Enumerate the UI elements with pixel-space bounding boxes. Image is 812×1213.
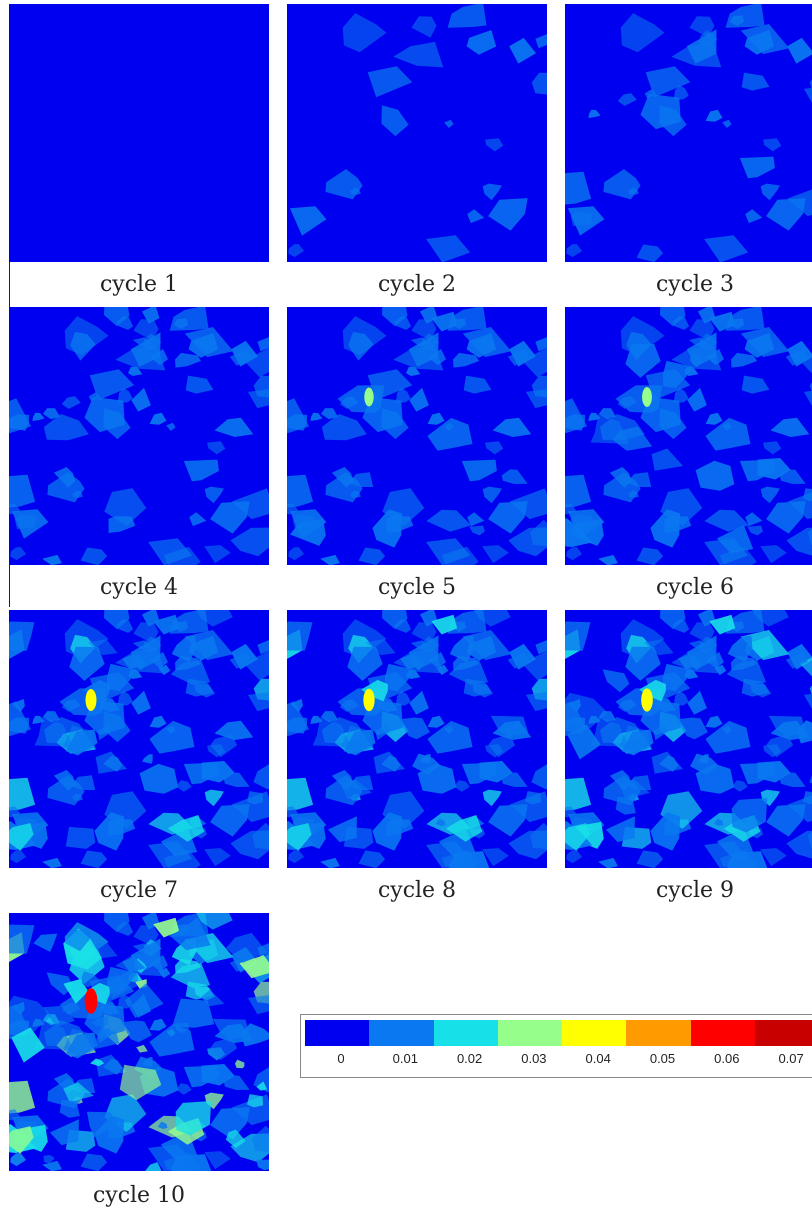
colorbar bbox=[305, 1020, 812, 1046]
colorbar-tick-label: 0.02 bbox=[456, 1051, 483, 1066]
left-border-line bbox=[9, 4, 10, 607]
colorbar-swatch bbox=[369, 1020, 434, 1046]
colorbar-tick-label: 0.07 bbox=[778, 1051, 804, 1066]
colorbar-tick-label: 0 bbox=[337, 1051, 345, 1066]
colorbar-tick-label: 0.04 bbox=[585, 1051, 611, 1066]
field-panel bbox=[9, 913, 269, 1171]
panel-caption: cycle 10 bbox=[92, 1183, 186, 1208]
panel-caption: cycle 2 bbox=[377, 272, 457, 297]
panel-caption: cycle 4 bbox=[99, 575, 179, 600]
field-panel bbox=[287, 307, 547, 565]
colorbar-swatch bbox=[626, 1020, 691, 1046]
field-panel bbox=[287, 610, 547, 868]
panel-caption: cycle 8 bbox=[377, 878, 457, 903]
field-panel bbox=[9, 610, 269, 868]
colorbar-tick-label: 0.06 bbox=[714, 1051, 740, 1066]
field-panel bbox=[287, 4, 547, 262]
colorbar-tick-label: 0.03 bbox=[521, 1051, 547, 1066]
panel-caption: cycle 5 bbox=[377, 575, 457, 600]
colorbar-swatch bbox=[755, 1020, 812, 1046]
colorbar-swatch bbox=[562, 1020, 627, 1046]
panel-caption: cycle 1 bbox=[99, 272, 179, 297]
panel-caption: cycle 3 bbox=[655, 272, 735, 297]
panel-caption: cycle 6 bbox=[655, 575, 735, 600]
field-panel bbox=[565, 610, 812, 868]
colorbar-tick-label: 0.01 bbox=[392, 1051, 418, 1066]
colorbar-swatch bbox=[497, 1020, 563, 1046]
field-panel bbox=[9, 307, 269, 565]
field-panel bbox=[9, 4, 269, 262]
panel-caption: cycle 9 bbox=[655, 878, 735, 903]
colorbar-swatch bbox=[305, 1020, 370, 1046]
colorbar-swatch bbox=[690, 1020, 756, 1046]
colorbar-tick-label: 0.05 bbox=[649, 1051, 676, 1066]
colorbar-legend: 0 0.01 0.02 0.03 0.04 0.05 0.06 0.07 bbox=[300, 1014, 812, 1078]
panel-caption: cycle 7 bbox=[99, 878, 179, 903]
colorbar-swatch bbox=[433, 1020, 498, 1046]
field-panel bbox=[565, 307, 812, 565]
field-panel bbox=[565, 4, 812, 262]
